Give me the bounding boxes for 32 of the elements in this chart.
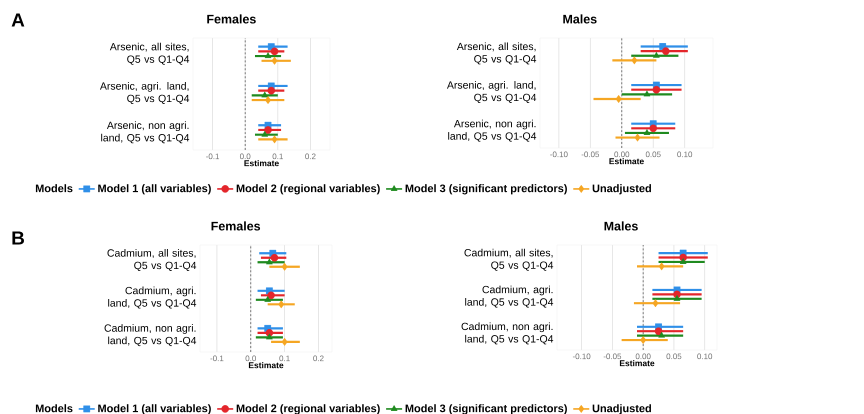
legend-label: Model 1 (all variables) xyxy=(98,184,211,194)
chart-title: Females xyxy=(212,221,260,231)
y-tick-label: Arsenic, non agri. land, Q5 vs Q1-Q4 xyxy=(101,121,190,144)
legend-label: Model 3 (significant predictors) xyxy=(406,184,567,194)
x-axis-title: Estimate xyxy=(609,158,644,164)
chart-title: Males xyxy=(604,221,638,231)
x-axis-title: Estimate xyxy=(244,160,279,166)
chart-title: Males xyxy=(563,14,597,24)
chart-title: Females xyxy=(207,14,256,24)
y-tick-label: Arsenic, agri. land, Q5 vs Q1-Q4 xyxy=(446,81,536,104)
x-axis-title: Estimate xyxy=(248,362,284,368)
legend-label: Model 1 (all variables) xyxy=(98,404,211,414)
y-tick-label: Arsenic, all sites, Q5 vs Q1-Q4 xyxy=(456,42,536,64)
y-tick-label: Cadmium, all sites, Q5 vs Q1-Q4 xyxy=(107,249,196,272)
text: A xyxy=(12,13,24,27)
x-axis-title: Estimate xyxy=(620,360,654,366)
legend-title: Models xyxy=(36,404,72,412)
legend-label: Unadjusted xyxy=(592,184,651,194)
legend-label: Model 2 (regional variables) xyxy=(236,404,380,414)
y-tick-label: Cadmium, non agri. land, Q5 vs Q1-Q4 xyxy=(104,324,196,346)
y-tick-label: Arsenic, non agri. land, Q5 vs Q1-Q4 xyxy=(448,120,536,142)
legend-label: Model 2 (regional variables) xyxy=(236,184,380,194)
legend-label: Model 3 (significant predictors) xyxy=(406,404,567,414)
legend-title: Models xyxy=(36,184,72,192)
y-tick-label: Arsenic, all sites, Q5 vs Q1-Q4 xyxy=(110,42,190,65)
y-tick-label: Cadmium, agri. land, Q5 vs Q1-Q4 xyxy=(108,286,196,309)
legend-label: Unadjusted xyxy=(592,404,651,414)
y-tick-label: Cadmium, agri. land, Q5 vs Q1-Q4 xyxy=(465,286,554,308)
text: B xyxy=(12,231,24,245)
y-tick-label: Cadmium, non agri. land, Q5 vs Q1-Q4 xyxy=(462,322,554,344)
y-tick-label: Cadmium, all sites, Q5 vs Q1-Q4 xyxy=(464,248,554,271)
y-tick-label: Arsenic, agri. land, Q5 vs Q1-Q4 xyxy=(100,82,190,104)
